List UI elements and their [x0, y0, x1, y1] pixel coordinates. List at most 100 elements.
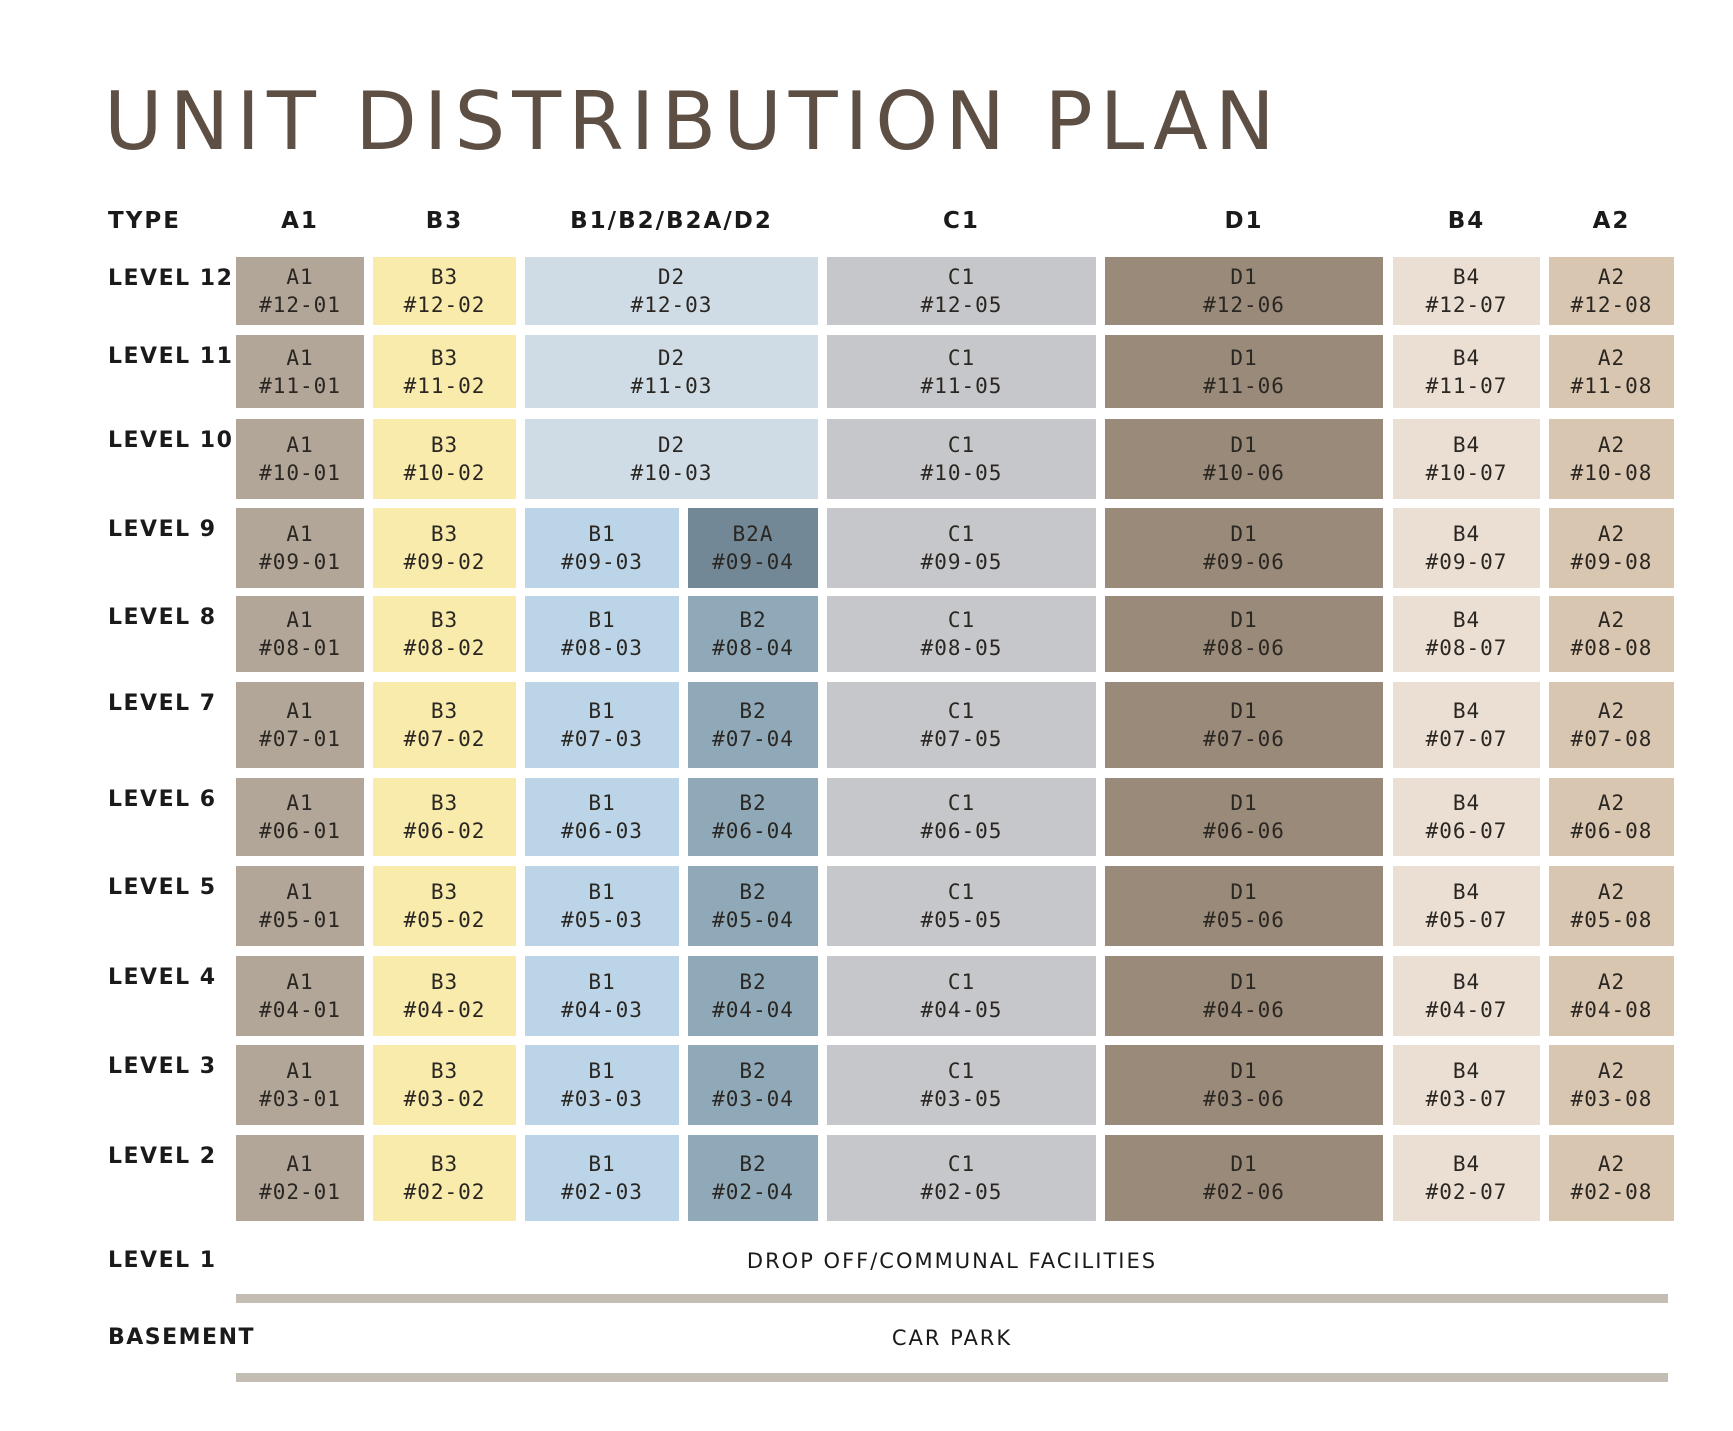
unit-type: B3: [430, 791, 459, 815]
unit-type: B4: [1452, 1152, 1481, 1176]
unit-type: A1: [286, 608, 314, 632]
unit-cell: B3 #05-02: [373, 866, 516, 946]
column-header-a2: A2: [1592, 208, 1631, 234]
unit-cell: B4 #09-07: [1393, 508, 1540, 588]
unit-cell: D1 #12-06: [1105, 257, 1383, 325]
unit-type: B4: [1452, 880, 1481, 904]
unit-number: #12-07: [1425, 293, 1508, 317]
unit-cell: A2 #07-08: [1549, 682, 1674, 768]
unit-type: B3: [430, 1059, 459, 1083]
unit-cell: B3 #07-02: [373, 682, 516, 768]
basement-description: CAR PARK: [891, 1326, 1013, 1350]
unit-number: #10-07: [1425, 461, 1508, 485]
unit-number: #08-05: [920, 636, 1003, 660]
column-header-b4: B4: [1447, 208, 1486, 234]
unit-type: D1: [1230, 522, 1258, 546]
unit-type: B4: [1452, 1059, 1481, 1083]
unit-cell: D2 #12-03: [525, 257, 818, 325]
unit-number: #08-07: [1425, 636, 1508, 660]
unit-number: #06-02: [403, 819, 486, 843]
unit-type: A1: [286, 345, 314, 370]
unit-cell: A2 #10-08: [1549, 419, 1674, 499]
unit-number: #05-04: [712, 908, 794, 932]
unit-cell: B4 #10-07: [1393, 419, 1540, 499]
unit-number: #09-06: [1203, 550, 1285, 574]
unit-type: D1: [1230, 1059, 1258, 1083]
unit-cell: B4 #02-07: [1393, 1135, 1540, 1221]
level-label: LEVEL 9: [108, 517, 217, 542]
level-label: LEVEL 3: [108, 1054, 217, 1079]
level-label: LEVEL 10: [108, 428, 234, 453]
unit-type: B3: [430, 522, 459, 546]
unit-cell: B1 #08-03: [525, 596, 679, 672]
unit-type: C1: [947, 608, 976, 632]
basement-divider: [236, 1373, 1668, 1382]
level-1-label: LEVEL 1: [108, 1248, 217, 1273]
unit-cell: B2 #02-04: [688, 1135, 818, 1221]
unit-type: B3: [430, 1152, 459, 1176]
unit-type: D1: [1230, 791, 1258, 815]
unit-cell: C1 #05-05: [827, 866, 1096, 946]
unit-type: B1: [588, 699, 616, 723]
unit-cell: C1 #02-05: [827, 1135, 1096, 1221]
unit-type: B2: [739, 1152, 767, 1176]
page-title: UNIT DISTRIBUTION PLAN: [104, 75, 1282, 168]
unit-cell: A2 #05-08: [1549, 866, 1674, 946]
unit-type: C1: [947, 1152, 976, 1176]
unit-type: B1: [588, 970, 616, 994]
unit-number: #02-08: [1570, 1180, 1653, 1204]
unit-type: C1: [947, 345, 976, 370]
unit-type: B3: [430, 345, 459, 370]
unit-number: #06-05: [920, 819, 1003, 843]
unit-number: #09-07: [1425, 550, 1508, 574]
unit-cell: B3 #06-02: [373, 778, 516, 856]
unit-type: A2: [1597, 880, 1626, 904]
unit-cell: B2 #07-04: [688, 682, 818, 768]
unit-type: A2: [1597, 522, 1626, 546]
unit-type: C1: [947, 522, 976, 546]
unit-type: D1: [1230, 880, 1258, 904]
unit-number: #12-02: [403, 293, 486, 317]
unit-number: #05-05: [920, 908, 1003, 932]
unit-type: A2: [1597, 265, 1626, 289]
unit-number: #11-01: [259, 373, 341, 398]
unit-type: C1: [947, 699, 976, 723]
unit-number: #06-08: [1570, 819, 1653, 843]
unit-type: A2: [1597, 1059, 1626, 1083]
unit-number: #08-02: [403, 636, 486, 660]
unit-number: #09-05: [920, 550, 1003, 574]
unit-number: #02-06: [1203, 1180, 1285, 1204]
unit-cell: A1 #03-01: [236, 1045, 364, 1125]
unit-number: #02-05: [920, 1180, 1003, 1204]
unit-cell: A1 #06-01: [236, 778, 364, 856]
unit-number: #10-01: [259, 461, 341, 485]
unit-number: #05-06: [1203, 908, 1285, 932]
unit-type: B3: [430, 265, 459, 289]
unit-number: #03-03: [561, 1087, 643, 1111]
level-label: LEVEL 11: [108, 344, 234, 369]
unit-cell: A1 #12-01: [236, 257, 364, 325]
unit-number: #11-06: [1203, 373, 1285, 398]
unit-cell: A1 #05-01: [236, 866, 364, 946]
unit-number: #09-08: [1570, 550, 1653, 574]
unit-number: #04-05: [920, 998, 1003, 1022]
unit-type: A2: [1597, 791, 1626, 815]
unit-cell: B2 #06-04: [688, 778, 818, 856]
unit-type: D1: [1230, 699, 1258, 723]
unit-type: B2: [739, 970, 767, 994]
unit-cell: B4 #07-07: [1393, 682, 1540, 768]
unit-type: D1: [1230, 265, 1258, 289]
unit-cell: A1 #09-01: [236, 508, 364, 588]
unit-type: C1: [947, 265, 976, 289]
unit-type: B2: [739, 791, 767, 815]
unit-cell: B4 #08-07: [1393, 596, 1540, 672]
unit-cell: D1 #03-06: [1105, 1045, 1383, 1125]
unit-type: D1: [1230, 970, 1258, 994]
unit-cell: B1 #09-03: [525, 508, 679, 588]
column-header-b1-b2-b2a-d2: B1/B2/B2A/D2: [570, 208, 773, 234]
unit-number: #06-04: [712, 819, 794, 843]
unit-cell: A1 #07-01: [236, 682, 364, 768]
unit-number: #05-02: [403, 908, 486, 932]
unit-number: #08-08: [1570, 636, 1653, 660]
level-label: LEVEL 2: [108, 1144, 217, 1169]
